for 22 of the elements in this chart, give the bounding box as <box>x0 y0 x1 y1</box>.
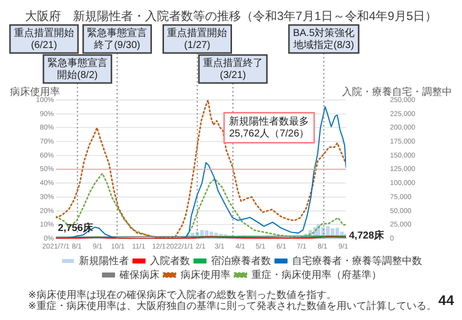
legend-label: 宿泊療養者数 <box>211 254 271 267</box>
legend-label: 自宅療養者・療養等調整中数 <box>292 254 422 267</box>
chart-title: 大阪府 新規陽性者・入院者数等の推移（令和3年7月1日～令和4年9月5日） <box>24 8 438 24</box>
text: 入院・療養自宅・調整中 <box>342 86 452 98</box>
annotation: 新規陽性者数最多25,762人（7/26） <box>229 115 310 140</box>
legend-label: 入院者数 <box>150 254 190 267</box>
text: 44 <box>438 292 454 308</box>
ref-line-label: 重点措置終了(3/21) <box>202 56 263 81</box>
ref-line-label: BA.5対策強化地域指定(8/3) <box>292 26 355 51</box>
data-label: 4,728床 <box>349 230 386 242</box>
text: 病床使用率 <box>10 86 60 98</box>
ref-line-label: 緊急事態宣言開始(8/2) <box>47 56 108 81</box>
legend-label: 確保病床 <box>118 268 160 281</box>
legend-label: 病床使用率 <box>180 268 230 281</box>
legend-label: 重症・病床使用率（府基準） <box>252 268 382 281</box>
text: ※重症・病床使用率は、大阪府独自の基準に則って発表された数値を用いて計算している。 <box>28 301 436 312</box>
ref-line-label: 緊急事態宣言終了(9/30) <box>87 26 148 51</box>
legend-label: 新規陽性者 <box>79 254 129 267</box>
data-label: 2,756床 <box>58 222 94 234</box>
ref-line-label: 重点措置開始(1/27) <box>167 26 228 51</box>
text: 重点措置開始(6/21) <box>14 26 74 51</box>
text: ※病床使用率は現在の確保病床で入院者の総数を割った数値を指す。 <box>28 290 338 301</box>
